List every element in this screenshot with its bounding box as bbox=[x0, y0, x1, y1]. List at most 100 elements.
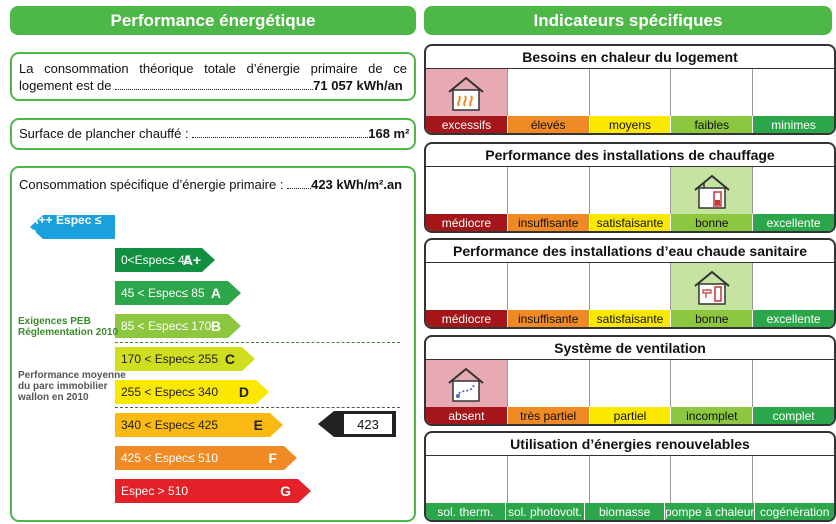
indicator-level-label: complet bbox=[753, 407, 834, 424]
surface-value: 168 m² bbox=[368, 126, 410, 141]
indicator-level-label: médiocre bbox=[426, 310, 508, 327]
indicator-cell bbox=[508, 263, 590, 310]
indicator-cell bbox=[671, 456, 754, 503]
indicator-title: Besoins en chaleur du logement bbox=[426, 46, 834, 69]
scale-range: 170 < Espec≤ 255 bbox=[121, 352, 218, 366]
indicator-cell bbox=[508, 360, 590, 407]
scale-class-b: 85 < Espec≤ 170 B bbox=[115, 314, 241, 338]
indicator-title: Système de ventilation bbox=[426, 337, 834, 360]
indicator-cell bbox=[753, 263, 834, 310]
indicator-cell bbox=[590, 263, 672, 310]
scale-class-letter: D bbox=[238, 384, 249, 400]
indicator-level-label: élevés bbox=[507, 116, 590, 133]
indicator-cell bbox=[426, 167, 508, 214]
specific-consumption-value: 423 kWh/m².an bbox=[311, 177, 403, 192]
total-consumption-text: La consommation théorique totale d’énerg… bbox=[19, 61, 407, 93]
indicator-level-label: sol. therm. bbox=[426, 503, 506, 520]
indicator-level-label: très partiel bbox=[507, 407, 590, 424]
indicator-cell bbox=[590, 456, 672, 503]
indicator-level-label: incomplet bbox=[671, 407, 754, 424]
indicator-level-label: insuffisante bbox=[507, 214, 590, 231]
scale-class-letter: F bbox=[268, 450, 277, 466]
scale-class-letter: B bbox=[210, 318, 221, 334]
indicator-cell bbox=[426, 69, 508, 116]
scale-class-e: 340 < Espec≤ 425 E bbox=[115, 413, 283, 437]
indicator-box: Besoins en chaleur du logement excessifs é… bbox=[424, 44, 836, 135]
scale-class-letter: A+ bbox=[182, 252, 201, 268]
indicator-level-label: pompe à chaleur bbox=[664, 503, 756, 520]
indicator-level-label: bonne bbox=[671, 214, 754, 231]
indicator-cell bbox=[753, 167, 834, 214]
scale-class-g: Espec > 510 G bbox=[115, 479, 311, 503]
scale-range: 425 < Espec≤ 510 bbox=[121, 451, 218, 465]
indicator-box: Utilisation d’énergies renouvelables sol.… bbox=[424, 431, 836, 522]
consumption-pointer-value: 423 bbox=[344, 414, 392, 434]
indicator-cell bbox=[753, 360, 834, 407]
scale-class-letter: E bbox=[253, 417, 263, 433]
scale-class-c: 170 < Espec≤ 255 C bbox=[115, 347, 255, 371]
average-performance-label: Performance moyenne du parc immobilier wal… bbox=[18, 370, 126, 403]
peb-separator bbox=[115, 342, 400, 343]
indicator-cell bbox=[508, 456, 590, 503]
indicator-level-label: faibles bbox=[671, 116, 754, 133]
total-consumption-value: 71 057 kWh/an bbox=[313, 78, 403, 93]
indicator-level-label: excellente bbox=[753, 214, 834, 231]
indicator-level-label: excellente bbox=[753, 310, 834, 327]
boiler-icon bbox=[692, 172, 732, 210]
scale-class-f: 425 < Espec≤ 510 F bbox=[115, 446, 297, 470]
specific-consumption-label: Consommation spécifique d’énergie primai… bbox=[19, 177, 284, 192]
indicator-level-label: biomasse bbox=[585, 503, 665, 520]
indicators-header: Indicateurs spécifiques bbox=[424, 6, 832, 35]
indicator-cell bbox=[671, 167, 754, 214]
indicator-cell bbox=[508, 167, 590, 214]
indicator-level-label: sol. photovolt. bbox=[505, 503, 586, 520]
indicator-level-label: médiocre bbox=[426, 214, 508, 231]
scale-class-d: 255 < Espec≤ 340 D bbox=[115, 380, 269, 404]
performance-header: Performance énergétique bbox=[10, 6, 416, 35]
scale-class-app: A++ Espec ≤ 0 bbox=[30, 215, 115, 239]
indicator-title: Performance des installations d’eau chau… bbox=[426, 240, 834, 263]
scale-range: 45 < Espec≤ 85 bbox=[121, 286, 205, 300]
indicator-level-label: bonne bbox=[671, 310, 754, 327]
indicator-cell bbox=[753, 456, 834, 503]
peb-requirements-label: Exigences PEB Réglementation 2010 bbox=[18, 316, 119, 338]
indicator-level-label: excessifs bbox=[426, 116, 508, 133]
indicator-cell bbox=[590, 167, 672, 214]
indicator-level-label: absent bbox=[426, 407, 508, 424]
scale-range: 255 < Espec≤ 340 bbox=[121, 385, 218, 399]
indicator-cell bbox=[590, 69, 672, 116]
indicator-box: Performance des installations de chauffa… bbox=[424, 142, 836, 233]
average-separator bbox=[115, 407, 400, 408]
indicator-cell bbox=[508, 69, 590, 116]
scale-range: 340 < Espec≤ 425 bbox=[121, 418, 218, 432]
indicator-box: Performance des installations d’eau chau… bbox=[424, 238, 836, 329]
indicator-level-label: satisfaisante bbox=[589, 214, 672, 231]
indicator-title: Utilisation d’énergies renouvelables bbox=[426, 433, 834, 456]
indicator-box: Système de ventilation absent très partiel… bbox=[424, 335, 836, 426]
indicator-cell bbox=[671, 69, 754, 116]
ventilation-icon bbox=[446, 365, 486, 403]
indicator-cell bbox=[590, 360, 672, 407]
indicator-level-label: satisfaisante bbox=[589, 310, 672, 327]
scale-class-letter: C bbox=[224, 351, 235, 367]
indicator-title: Performance des installations de chauffa… bbox=[426, 144, 834, 167]
indicator-cell bbox=[426, 360, 508, 407]
indicator-level-label: minimes bbox=[753, 116, 834, 133]
scale-class-aplus: 0<Espec≤ 45 A+ bbox=[115, 248, 215, 272]
scale-class-a: 45 < Espec≤ 85 A bbox=[115, 281, 241, 305]
heating-need-icon bbox=[446, 74, 486, 112]
indicator-cell bbox=[426, 263, 508, 310]
indicator-cell bbox=[426, 456, 508, 503]
surface-box: Surface de plancher chauffé : 168 m² bbox=[10, 118, 416, 150]
scale-class-letter: A bbox=[210, 285, 221, 301]
hot-water-icon bbox=[692, 268, 732, 306]
indicator-cell bbox=[671, 263, 754, 310]
surface-label: Surface de plancher chauffé : bbox=[19, 126, 189, 141]
indicator-level-label: insuffisante bbox=[507, 310, 590, 327]
scale-range: Espec > 510 bbox=[121, 484, 189, 498]
indicator-level-label: cogénération bbox=[755, 503, 834, 520]
total-consumption-box: La consommation théorique totale d’énerg… bbox=[10, 52, 416, 101]
indicator-cell bbox=[753, 69, 834, 116]
scale-class-letter: G bbox=[280, 483, 291, 499]
indicator-level-label: moyens bbox=[589, 116, 672, 133]
